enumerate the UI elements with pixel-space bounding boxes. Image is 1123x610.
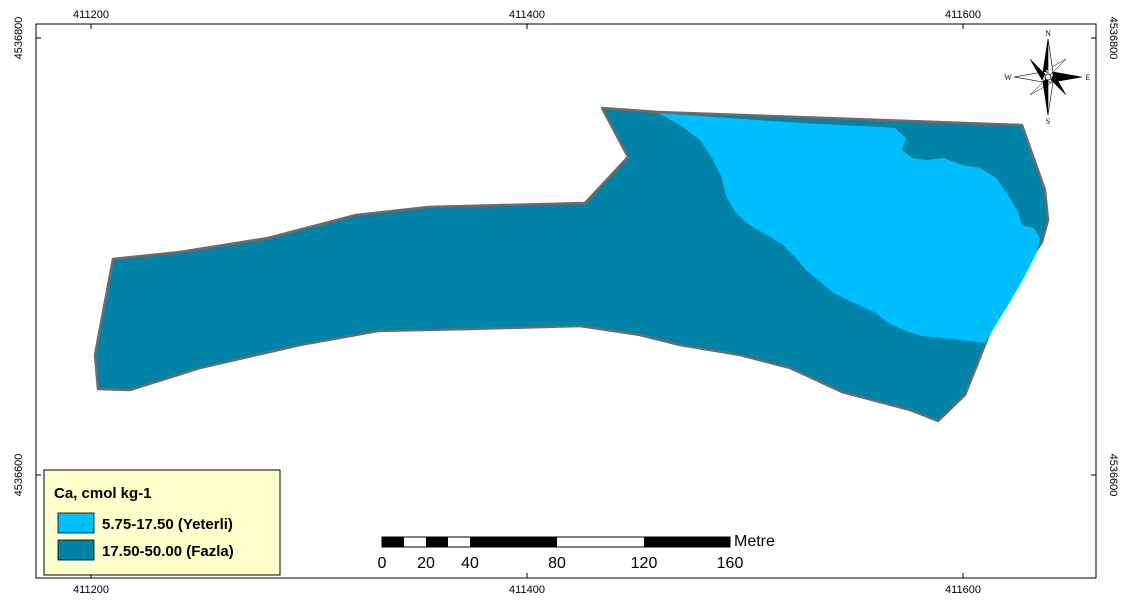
legend-label-sufficient: 5.75-17.50 (Yeterli) [102,516,233,533]
compass-w: W [1004,73,1012,82]
grid-label-top-2: 411400 [509,9,545,21]
scale-bar: Metre 0 20 40 80 120 160 [378,533,775,572]
grid-label-top-3: 411600 [945,9,981,21]
scale-unit: Metre [734,533,775,550]
scale-tick-80: 80 [548,555,566,572]
grid-label-right-1: 4536800 [1107,17,1119,60]
grid-label-bottom-3: 411600 [945,584,981,596]
field-sufficient-zone [658,113,1040,343]
scale-tick-20: 20 [417,555,435,572]
legend-swatch-excess [57,539,95,561]
grid-label-top-1: 411200 [73,9,109,21]
grid-ticks [36,24,1096,578]
legend-title: Ca, cmol kg-1 [54,485,152,502]
compass-rose-icon: N S E W [1004,29,1090,126]
compass-e: E [1086,73,1091,82]
grid-label-left-2: 4536600 [13,454,25,497]
scale-tick-40: 40 [461,555,479,572]
legend-label-excess: 17.50-50.00 (Fazla) [102,543,234,560]
compass-n: N [1045,29,1051,38]
scale-tick-160: 160 [717,555,744,572]
grid-label-bottom-2: 411400 [509,584,545,596]
legend: Ca, cmol kg-1 5.75-17.50 (Yeterli) 17.50… [43,469,281,576]
legend-swatch-sufficient [57,512,95,534]
grid-label-bottom-1: 411200 [73,584,109,596]
grid-label-left-1: 4536800 [13,17,25,60]
scale-tick-120: 120 [631,555,658,572]
grid-label-right-2: 4536600 [1107,454,1119,497]
scale-tick-0: 0 [378,555,387,572]
compass-s: S [1046,117,1050,126]
